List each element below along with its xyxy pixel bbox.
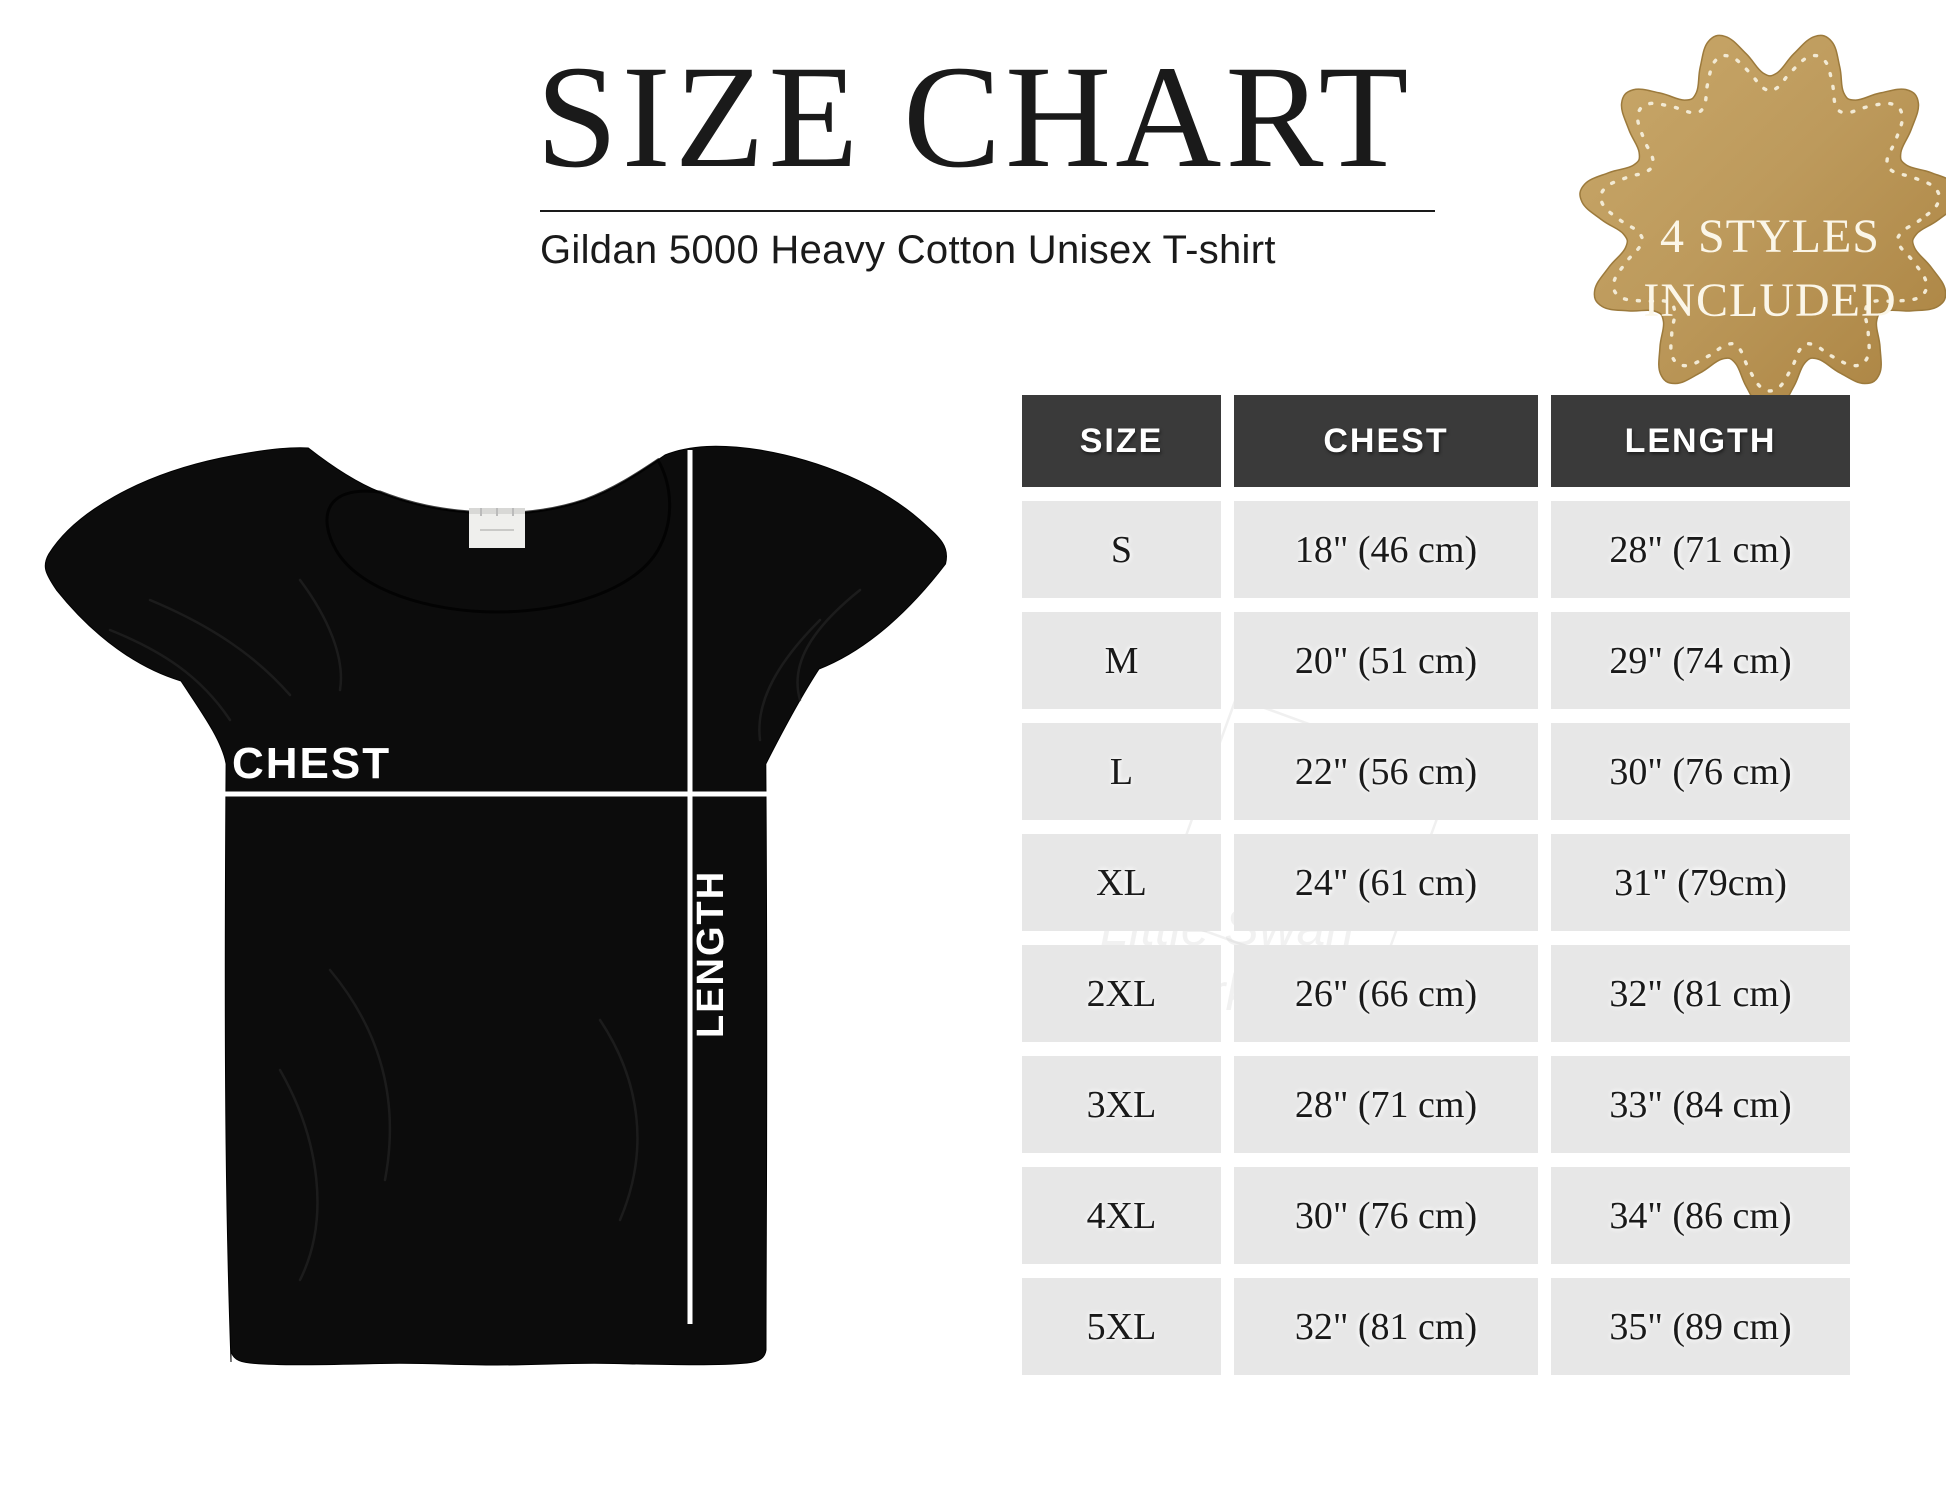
svg-text:4 STYLES: 4 STYLES bbox=[1660, 210, 1880, 263]
svg-text:CHEST: CHEST bbox=[232, 739, 391, 788]
svg-text:LENGTH: LENGTH bbox=[690, 870, 732, 1038]
svg-text:INCLUDED: INCLUDED bbox=[1643, 274, 1896, 327]
